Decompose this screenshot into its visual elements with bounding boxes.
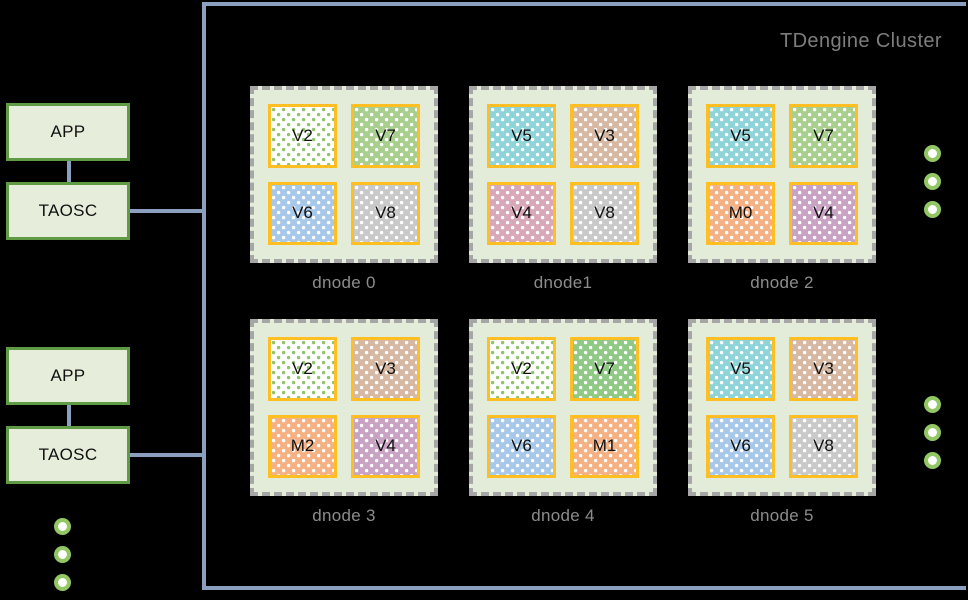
taosc-box-1-label: TAOSC — [38, 201, 98, 220]
connector-app-taosc-1 — [67, 161, 71, 182]
vnode-box[interactable]: V2 — [268, 337, 337, 401]
vnode-box[interactable]: M0 — [706, 181, 775, 245]
dnode-label: dnode 3 — [312, 506, 376, 525]
vnode-box[interactable]: V3 — [351, 337, 420, 401]
connector-taosc-cluster-2 — [130, 453, 204, 457]
vnode-box[interactable]: V4 — [487, 181, 556, 245]
vnode-box[interactable]: V5 — [487, 104, 556, 168]
more-dot-icon — [54, 518, 71, 535]
dnode-box-3[interactable]: V2 V3 M2 V4 — [250, 319, 438, 496]
app-box-2-label: APP — [50, 366, 86, 385]
dnode-label: dnode 5 — [750, 506, 814, 525]
dnode-label: dnode1 — [533, 273, 593, 292]
dnode-grid: V2 V7 V6 V8 dnode 0 V5 — [250, 86, 950, 552]
vnode-label: V7 — [375, 125, 396, 145]
client-more-dots — [54, 518, 71, 591]
vnode-label: V5 — [730, 358, 751, 378]
vnode-label: V7 — [813, 125, 834, 145]
app-box-1[interactable]: APP — [6, 103, 130, 161]
dnode-row-bottom: V2 V3 M2 V4 dnode 3 V2 — [250, 319, 950, 526]
vnode-box[interactable]: V3 — [789, 337, 858, 401]
dnode-cell[interactable]: V2 V7 V6 M1 dnode 4 — [469, 319, 657, 526]
dnode-cell[interactable]: V5 V3 V6 V8 dnode 5 — [688, 319, 876, 526]
vnode-box[interactable]: V7 — [570, 337, 639, 401]
vnode-label: V5 — [730, 125, 751, 145]
vnode-label: V6 — [292, 203, 313, 223]
taosc-box-1[interactable]: TAOSC — [6, 182, 130, 240]
vnode-box[interactable]: V5 — [706, 104, 775, 168]
vnode-box[interactable]: V7 — [351, 104, 420, 168]
vnode-label: V8 — [813, 436, 834, 456]
cluster-more-dots-bottom — [924, 396, 941, 469]
dnode-box-5[interactable]: V5 V3 V6 V8 — [688, 319, 876, 496]
vnode-box[interactable]: V7 — [789, 104, 858, 168]
more-dot-icon — [924, 452, 941, 469]
vnode-box[interactable]: M2 — [268, 414, 337, 478]
taosc-box-2[interactable]: TAOSC — [6, 426, 130, 484]
dnode-cell[interactable]: V2 V3 M2 V4 dnode 3 — [250, 319, 438, 526]
vnode-box[interactable]: V8 — [789, 414, 858, 478]
more-dot-icon — [54, 574, 71, 591]
connector-app-taosc-2 — [67, 405, 71, 426]
app-box-2[interactable]: APP — [6, 347, 130, 405]
vnode-label: V3 — [813, 358, 834, 378]
vnode-label: V2 — [511, 358, 532, 378]
vnode-box[interactable]: V8 — [351, 181, 420, 245]
vnode-label: V4 — [375, 436, 396, 456]
vnode-box[interactable]: V3 — [570, 104, 639, 168]
vnode-box[interactable]: V5 — [706, 337, 775, 401]
vnode-box[interactable]: M1 — [570, 414, 639, 478]
vnode-box[interactable]: V6 — [487, 414, 556, 478]
dnode-cell[interactable]: V5 V3 V4 V8 dnode1 — [469, 86, 657, 293]
dnode-box-4[interactable]: V2 V7 V6 M1 — [469, 319, 657, 496]
vnode-box[interactable]: V4 — [789, 181, 858, 245]
vnode-label: V4 — [511, 203, 532, 223]
more-dot-icon — [924, 396, 941, 413]
vnode-label: V7 — [594, 358, 615, 378]
taosc-box-2-label: TAOSC — [38, 445, 98, 464]
vnode-label: V4 — [813, 203, 834, 223]
client-stack-bottom: APP TAOSC — [6, 347, 130, 484]
more-dot-icon — [924, 201, 941, 218]
vnode-box[interactable]: V2 — [268, 104, 337, 168]
vnode-box[interactable]: V4 — [351, 414, 420, 478]
more-dot-icon — [924, 173, 941, 190]
app-box-1-label: APP — [50, 122, 86, 141]
dnode-cell[interactable]: V5 V7 M0 V4 dnode 2 — [688, 86, 876, 293]
client-stack-top: APP TAOSC — [6, 103, 130, 240]
dnode-label: dnode 2 — [750, 273, 814, 292]
more-dot-icon — [54, 546, 71, 563]
vnode-label: M2 — [290, 436, 315, 456]
dnode-box-1[interactable]: V5 V3 V4 V8 — [469, 86, 657, 263]
more-dot-icon — [924, 424, 941, 441]
dnode-cell[interactable]: V2 V7 V6 V8 dnode 0 — [250, 86, 438, 293]
vnode-label: V6 — [511, 436, 532, 456]
vnode-label: V8 — [375, 203, 396, 223]
dnode-label: dnode 0 — [312, 273, 376, 292]
dnode-box-2[interactable]: V5 V7 M0 V4 — [688, 86, 876, 263]
vnode-label: V3 — [375, 358, 396, 378]
dnode-label: dnode 4 — [531, 506, 595, 525]
vnode-label: V5 — [511, 125, 532, 145]
cluster-more-dots-top — [924, 145, 941, 218]
more-dot-icon — [924, 145, 941, 162]
cluster-panel: TDengine Cluster V2 V7 V6 V8 — [202, 2, 966, 590]
vnode-label: M1 — [592, 436, 617, 456]
connector-taosc-cluster-1 — [130, 209, 204, 213]
cluster-title: TDengine Cluster — [779, 30, 942, 52]
vnode-box[interactable]: V8 — [570, 181, 639, 245]
vnode-label: V6 — [730, 436, 751, 456]
vnode-box[interactable]: V2 — [487, 337, 556, 401]
vnode-box[interactable]: V6 — [268, 181, 337, 245]
vnode-label: V2 — [292, 125, 313, 145]
vnode-label: V2 — [292, 358, 313, 378]
dnode-box-0[interactable]: V2 V7 V6 V8 — [250, 86, 438, 263]
dnode-row-top: V2 V7 V6 V8 dnode 0 V5 — [250, 86, 950, 293]
vnode-label: V3 — [594, 125, 615, 145]
vnode-box[interactable]: V6 — [706, 414, 775, 478]
vnode-label: V8 — [594, 203, 615, 223]
vnode-label: M0 — [728, 203, 753, 223]
